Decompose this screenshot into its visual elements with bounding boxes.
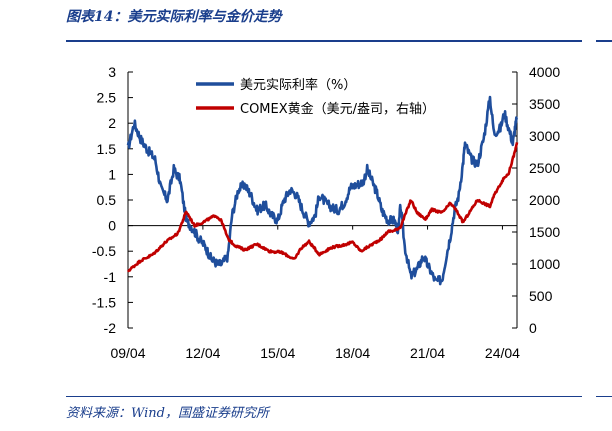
y-right-tick-label: 2500 [529, 160, 560, 176]
y-left-tick-label: 0 [108, 218, 116, 234]
series-gold-line [126, 142, 519, 273]
legend: 美元实际利率（%） COMEX黄金（美元/盎司，右轴） [196, 77, 435, 117]
y-left-tick-label: 1.5 [97, 141, 117, 157]
top-rule [66, 40, 582, 42]
x-tick-label: 15/04 [260, 345, 295, 361]
x-tick-label: 09/04 [110, 345, 145, 361]
legend-label: COMEX黄金（美元/盎司，右轴） [240, 101, 435, 117]
y-left-tick-label: 3 [108, 64, 116, 80]
y-left-tick-label: 2 [108, 115, 116, 131]
y-right-tick-label: 0 [529, 320, 537, 336]
series-real-rate-line [126, 95, 519, 286]
x-tick-label: 18/04 [335, 345, 370, 361]
y-left-tick-label: -1.5 [92, 294, 116, 310]
y-left-tick-label: 1 [108, 166, 116, 182]
x-tick-label: 24/04 [485, 345, 520, 361]
y-left-tick-label: -2 [104, 320, 117, 336]
y-left-tick-label: 0.5 [97, 192, 117, 208]
series-layer [126, 95, 519, 286]
y-right-tick-label: 4000 [529, 64, 560, 80]
y-right-tick-label: 1000 [529, 256, 560, 272]
x-tick-label: 12/04 [185, 345, 220, 361]
bottom-rule-edge [596, 396, 612, 397]
bottom-rule [66, 396, 582, 397]
y-right-tick-label: 500 [529, 288, 553, 304]
y-left-tick-label: -1 [104, 269, 117, 285]
y-right-tick-label: 2000 [529, 192, 560, 208]
legend-label: 美元实际利率（%） [240, 77, 356, 93]
source-note: 资料来源：Wind，国盛证券研究所 [66, 406, 269, 421]
y-left-tick-label: -0.5 [92, 243, 116, 259]
x-tick-label: 21/04 [410, 345, 445, 361]
y-left-tick-label: 2.5 [97, 90, 117, 106]
figure-title: 图表14：美元实际利率与金价走势 [66, 9, 282, 25]
y-right-tick-label: 3500 [529, 96, 560, 112]
y-right-tick-label: 1500 [529, 224, 560, 240]
y-right-tick-label: 3000 [529, 128, 560, 144]
top-rule-edge [596, 40, 612, 42]
